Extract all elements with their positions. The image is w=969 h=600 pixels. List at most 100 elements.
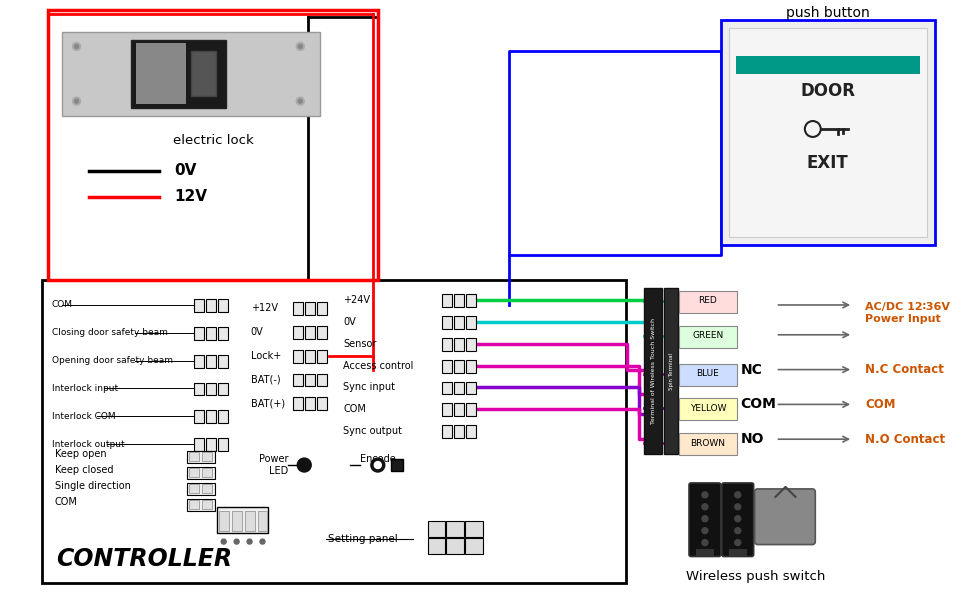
Bar <box>187 483 214 495</box>
Bar <box>466 294 476 307</box>
Text: Opening door safety beam: Opening door safety beam <box>51 356 172 365</box>
Text: LED: LED <box>268 466 288 476</box>
Text: NC: NC <box>740 362 762 377</box>
Circle shape <box>734 492 740 498</box>
Bar <box>205 355 215 368</box>
Bar <box>189 468 199 477</box>
Text: COM: COM <box>740 397 776 412</box>
Bar <box>205 327 215 340</box>
Bar <box>678 398 736 421</box>
Bar <box>391 459 402 471</box>
Bar <box>191 52 215 96</box>
Bar <box>205 438 215 451</box>
Bar <box>187 499 214 511</box>
Circle shape <box>734 516 740 522</box>
Bar <box>466 382 476 394</box>
Bar <box>442 316 452 329</box>
Bar <box>305 374 315 386</box>
Text: COM: COM <box>864 398 894 411</box>
Text: RED: RED <box>698 296 716 305</box>
Text: Sensor: Sensor <box>343 339 376 349</box>
Bar <box>720 20 934 245</box>
Bar <box>678 364 736 386</box>
Text: BAT(+): BAT(+) <box>250 398 284 409</box>
Bar <box>446 521 464 536</box>
Text: BAT(-): BAT(-) <box>250 374 280 385</box>
Circle shape <box>702 527 707 533</box>
Text: Encode: Encode <box>359 454 395 464</box>
Text: N.O Contact: N.O Contact <box>864 433 944 446</box>
Text: AC/DC 12∶36V
Power Input: AC/DC 12∶36V Power Input <box>864 302 949 324</box>
Bar <box>735 56 919 74</box>
Bar <box>305 326 315 339</box>
Bar <box>453 403 464 416</box>
Text: Access control: Access control <box>343 361 413 371</box>
Text: Closing door safety beam: Closing door safety beam <box>51 328 168 337</box>
Bar <box>187 451 214 463</box>
Bar <box>257 511 267 530</box>
Bar <box>293 350 303 362</box>
Bar <box>442 359 452 373</box>
Bar <box>453 316 464 329</box>
Text: COM: COM <box>54 497 78 507</box>
Bar <box>202 468 211 477</box>
Circle shape <box>234 539 239 544</box>
Bar <box>194 327 203 340</box>
Bar <box>678 433 736 455</box>
FancyBboxPatch shape <box>721 483 753 557</box>
Bar <box>205 410 215 423</box>
Bar <box>466 338 476 351</box>
Bar <box>217 355 228 368</box>
Bar <box>678 291 736 313</box>
Bar <box>217 438 228 451</box>
Text: +12V: +12V <box>250 303 277 313</box>
Bar <box>427 538 445 554</box>
Bar <box>466 316 476 329</box>
Text: Keep open: Keep open <box>54 449 107 459</box>
Bar <box>453 294 464 307</box>
FancyBboxPatch shape <box>754 489 815 545</box>
Bar <box>293 374 303 386</box>
Text: 0V: 0V <box>250 327 263 337</box>
Bar <box>453 425 464 438</box>
Bar <box>232 511 241 530</box>
Bar <box>664 288 677 454</box>
Bar <box>194 383 203 395</box>
Bar <box>205 383 215 395</box>
Bar <box>217 410 228 423</box>
Bar <box>194 299 203 312</box>
Bar <box>293 397 303 410</box>
Text: GREEN: GREEN <box>692 331 723 340</box>
FancyBboxPatch shape <box>688 483 720 557</box>
Text: Setting panel: Setting panel <box>328 533 397 544</box>
Text: Terminal of Wireless Touch Switch: Terminal of Wireless Touch Switch <box>650 318 655 424</box>
Bar <box>317 374 327 386</box>
Bar <box>131 40 226 108</box>
Bar <box>202 500 211 509</box>
Text: EXIT: EXIT <box>806 154 848 172</box>
Circle shape <box>702 516 707 522</box>
Bar <box>466 359 476 373</box>
Circle shape <box>296 97 304 105</box>
Circle shape <box>73 43 80 50</box>
Text: BLUE: BLUE <box>696 369 719 378</box>
Bar <box>305 350 315 362</box>
Text: COM: COM <box>51 301 73 310</box>
Text: push button: push button <box>785 6 868 20</box>
Text: NO: NO <box>740 432 764 446</box>
Text: DOOR: DOOR <box>799 82 855 100</box>
Bar <box>317 397 327 410</box>
Bar <box>317 326 327 339</box>
Bar <box>317 350 327 362</box>
Bar <box>453 359 464 373</box>
Bar <box>442 382 452 394</box>
Text: 5pin Terminal: 5pin Terminal <box>668 353 672 389</box>
Bar <box>194 355 203 368</box>
Bar <box>728 28 925 238</box>
Bar <box>442 425 452 438</box>
Bar <box>62 32 320 116</box>
Bar <box>187 467 214 479</box>
Text: COM: COM <box>343 404 365 415</box>
Text: 0V: 0V <box>173 163 196 178</box>
Bar <box>202 484 211 493</box>
